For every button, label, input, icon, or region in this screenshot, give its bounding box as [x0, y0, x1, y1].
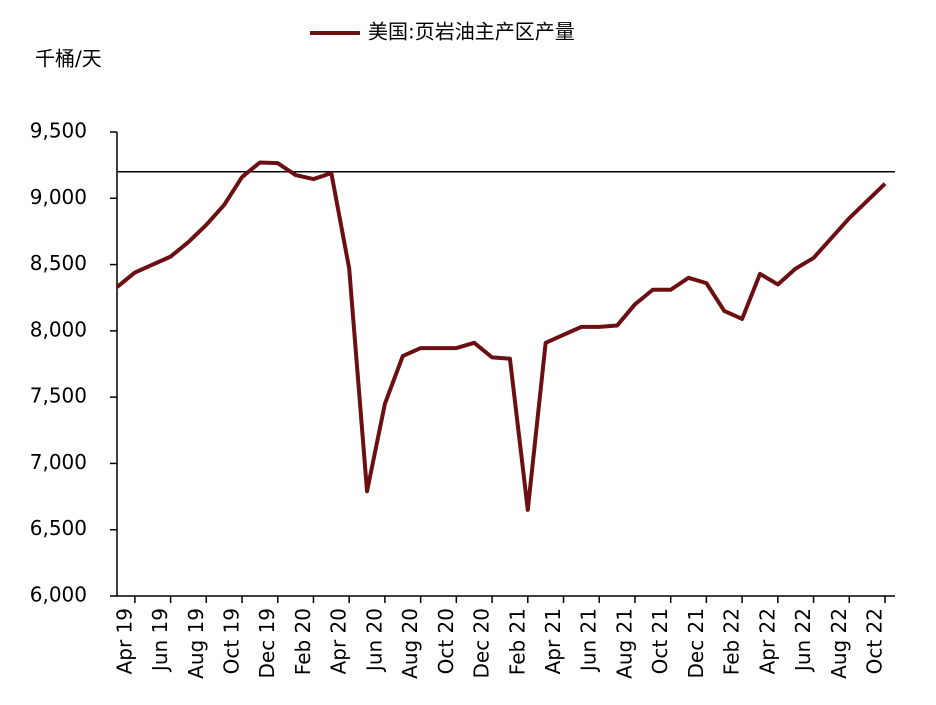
x-tick-label: Apr 19	[112, 608, 136, 674]
x-tick-label: Apr 21	[541, 608, 565, 674]
y-tick-label: 8,500	[30, 251, 87, 275]
x-tick-label: Dec 20	[470, 608, 494, 679]
y-tick-label: 7,500	[30, 384, 87, 408]
x-tick-label: Aug 20	[398, 608, 422, 679]
x-tick-label: Aug 19	[184, 608, 208, 679]
x-tick-label: Feb 21	[505, 608, 529, 675]
x-tick-label: Dec 21	[684, 608, 708, 679]
y-tick-label: 6,500	[30, 516, 87, 540]
y-tick-label: 6,000	[30, 583, 87, 607]
x-tick-label: Dec 19	[255, 608, 279, 679]
y-tick-label: 7,000	[30, 450, 87, 474]
x-tick-label: Feb 20	[291, 608, 315, 675]
x-tick-label: Oct 22	[863, 608, 887, 674]
series-line	[115, 160, 887, 512]
y-tick-label: 9,000	[30, 185, 87, 209]
x-tick-label: Aug 21	[612, 608, 636, 679]
x-tick-label: Apr 22	[755, 608, 779, 674]
y-tick-label: 8,000	[30, 317, 87, 341]
x-tick-label: Feb 22	[720, 608, 744, 675]
x-tick-label: Jun 21	[577, 608, 601, 673]
y-axis-label: 千桶/天	[35, 47, 102, 71]
x-tick-label: Oct 20	[434, 608, 458, 674]
x-tick-label: Oct 19	[220, 608, 244, 674]
x-tick-label: Apr 20	[327, 608, 351, 674]
y-tick-label: 9,500	[30, 119, 87, 143]
x-tick-label: Jun 19	[148, 608, 172, 673]
x-tick-label: Jun 20	[362, 608, 386, 673]
x-tick-label: Oct 21	[648, 608, 672, 674]
legend-label: 美国:页岩油主产区产量	[368, 20, 575, 44]
x-tick-label: Jun 22	[791, 608, 815, 673]
x-tick-label: Aug 22	[827, 608, 851, 679]
